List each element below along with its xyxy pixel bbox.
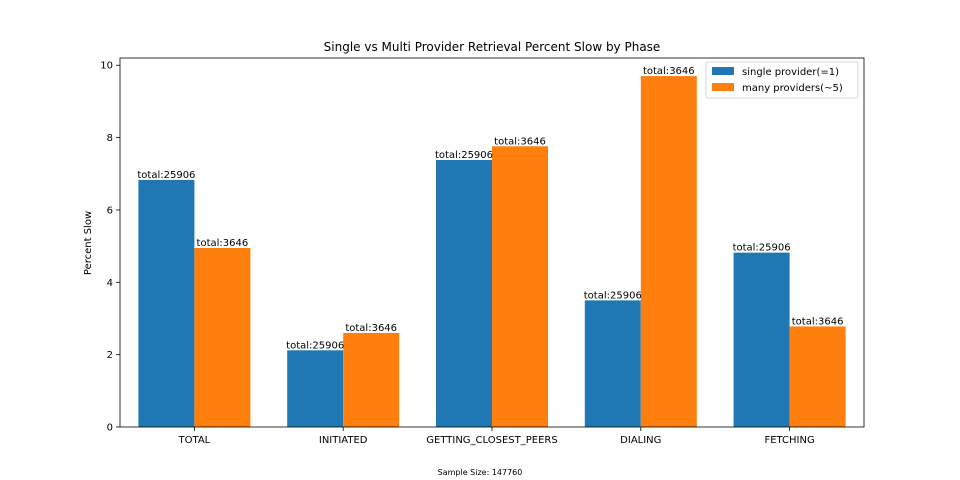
bar-value-label: total:3646 bbox=[494, 136, 546, 147]
y-axis-label: Percent Slow bbox=[83, 211, 94, 275]
legend-label: many providers(~5) bbox=[742, 83, 843, 94]
x-tick-label: INITIATED bbox=[319, 435, 368, 446]
x-tick-label: GETTING_CLOSEST_PEERS bbox=[426, 435, 557, 446]
legend: single provider(=1) many providers(~5) bbox=[705, 61, 859, 99]
legend-swatch bbox=[712, 67, 734, 75]
bar-single-dialing bbox=[584, 300, 641, 427]
legend-swatch bbox=[712, 83, 734, 91]
bar-many-getting-closest-peers bbox=[492, 146, 548, 428]
bar-single-total bbox=[138, 179, 195, 427]
legend-box bbox=[705, 61, 859, 99]
bar-value-label: total:3646 bbox=[345, 323, 397, 334]
bar-many-dialing bbox=[640, 76, 697, 428]
bars-layer bbox=[138, 76, 846, 428]
x-axis: TOTAL INITIATED GETTING_CLOSEST_PEERS DIALI… bbox=[178, 427, 815, 446]
y-tick-label: 0 bbox=[107, 423, 113, 434]
x-tick-label: FETCHING bbox=[764, 435, 814, 446]
bar-value-label: total:3646 bbox=[792, 316, 844, 327]
sample-size-note: Sample Size: 147760 bbox=[438, 468, 523, 477]
bar-labels-layer: total:25906total:3646total:25906total:36… bbox=[137, 66, 843, 351]
bar-single-initiated bbox=[287, 350, 344, 427]
y-tick-label: 6 bbox=[107, 205, 113, 216]
y-tick-label: 10 bbox=[100, 61, 113, 72]
bar-many-total bbox=[194, 247, 251, 427]
legend-label: single provider(=1) bbox=[742, 67, 839, 78]
bar-value-label: total:25906 bbox=[435, 150, 493, 161]
y-tick-label: 2 bbox=[107, 350, 113, 361]
bar-single-getting-closest-peers bbox=[436, 160, 492, 428]
bar-value-label: total:25906 bbox=[733, 243, 791, 254]
y-tick-label: 8 bbox=[107, 133, 113, 144]
y-tick-label: 4 bbox=[107, 278, 113, 289]
bar-value-label: total:3646 bbox=[197, 238, 249, 249]
x-tick-label: TOTAL bbox=[178, 435, 211, 446]
bar-value-label: total:25906 bbox=[137, 170, 195, 181]
x-tick-label: DIALING bbox=[620, 435, 661, 446]
bar-many-fetching bbox=[789, 326, 846, 427]
bar-value-label: total:25906 bbox=[286, 340, 344, 351]
bar-value-label: total:3646 bbox=[643, 66, 695, 77]
chart-title: Single vs Multi Provider Retrieval Perce… bbox=[324, 40, 661, 54]
bar-many-initiated bbox=[343, 332, 400, 427]
bar-value-label: total:25906 bbox=[584, 290, 642, 301]
y-axis: 0 2 4 6 8 10 bbox=[100, 61, 120, 434]
bar-single-fetching bbox=[733, 252, 790, 427]
